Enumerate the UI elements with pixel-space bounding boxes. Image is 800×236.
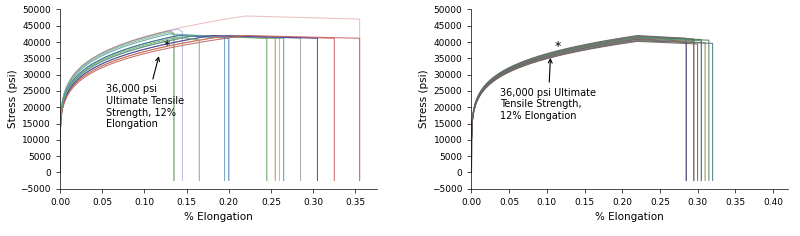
Text: 36,000 psi Ultimate
Tensile Strength,
12% Elongation: 36,000 psi Ultimate Tensile Strength, 12…	[500, 59, 596, 121]
Y-axis label: Stress (psi): Stress (psi)	[419, 70, 429, 128]
Y-axis label: Stress (psi): Stress (psi)	[8, 70, 18, 128]
X-axis label: % Elongation: % Elongation	[595, 212, 664, 222]
Text: *: *	[554, 40, 561, 54]
Text: 36,000 psi
Ultimate Tensile
Strength, 12%
Elongation: 36,000 psi Ultimate Tensile Strength, 12…	[106, 57, 185, 129]
Text: *: *	[164, 39, 170, 52]
X-axis label: % Elongation: % Elongation	[184, 212, 253, 222]
